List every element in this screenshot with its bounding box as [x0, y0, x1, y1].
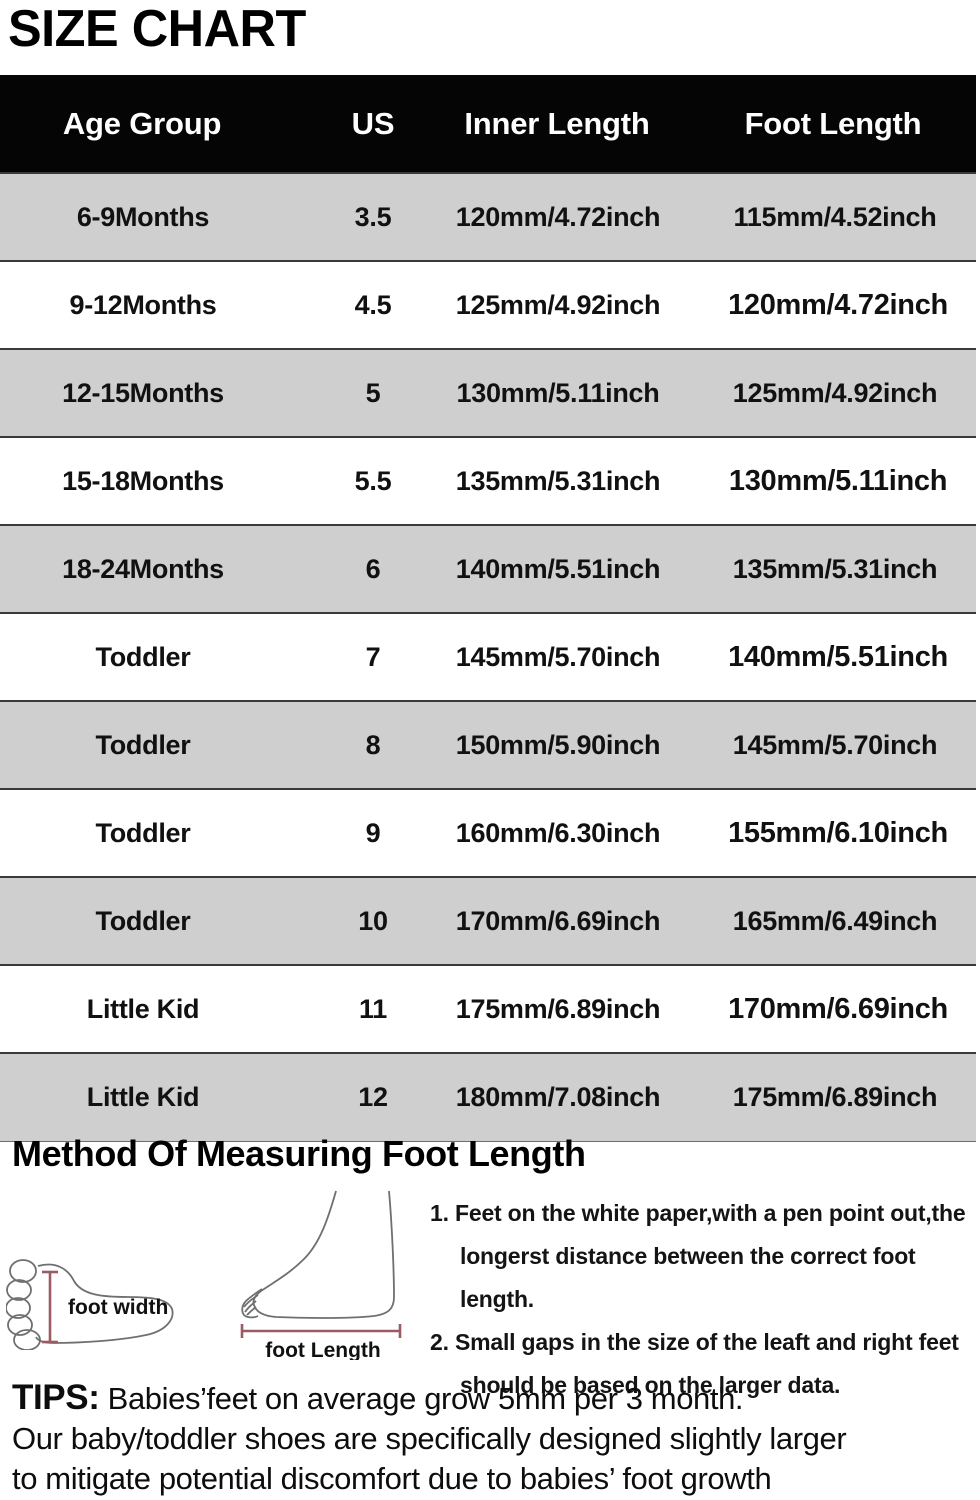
table-row: Toddler 10 170mm/6.69inch 165mm/6.49inch — [0, 876, 976, 966]
method-heading: Method Of Measuring Foot Length — [12, 1133, 586, 1174]
size-row-inner-length: 180mm/7.08inch — [420, 1052, 700, 1142]
size-row-inner-length: 150mm/5.90inch — [420, 700, 700, 790]
size-row-us: 5.5 — [330, 436, 420, 526]
foot-width-diagram: foot width — [6, 1259, 174, 1350]
size-row-age-group: 18-24Months — [0, 524, 330, 614]
toe-circle-3 — [6, 1297, 31, 1319]
table-row: Toddler 7 145mm/5.70inch 140mm/5.51inch — [0, 612, 976, 702]
size-row-age-group: 9-12Months — [0, 260, 330, 350]
toe-line-2 — [243, 1294, 259, 1308]
toe-line-4 — [246, 1306, 257, 1316]
size-row-inner-length: 135mm/5.31inch — [420, 436, 700, 526]
size-row-foot-length: 140mm/5.51inch — [700, 612, 976, 702]
tips-line-3: to mitigate potential discomfort due to … — [12, 1461, 772, 1496]
size-row-us: 4.5 — [330, 260, 420, 350]
table-row: 15-18Months 5.5 135mm/5.31inch 130mm/5.11in… — [0, 436, 976, 526]
size-row-foot-length: 165mm/6.49inch — [700, 876, 976, 966]
toe-circle-1 — [9, 1259, 37, 1283]
size-row-age-group: Little Kid — [0, 964, 330, 1054]
table-row: Toddler 8 150mm/5.90inch 145mm/5.70inch — [0, 700, 976, 790]
size-row-us: 8 — [330, 700, 420, 790]
size-row-inner-length: 125mm/4.92inch — [420, 260, 700, 350]
size-row-us: 11 — [330, 964, 420, 1054]
foot-width-label: foot width — [68, 1296, 168, 1319]
measuring-instructions: 1. Feet on the white paper,with a pen po… — [430, 1192, 975, 1407]
size-row-foot-length: 115mm/4.52inch — [700, 172, 976, 262]
instruction-item: 1. Feet on the white paper,with a pen po… — [430, 1192, 975, 1235]
foot-length-arrow — [240, 1324, 402, 1338]
size-row-age-group: Toddler — [0, 700, 330, 790]
size-row-inner-length: 160mm/6.30inch — [420, 788, 700, 878]
size-row-us: 12 — [330, 1052, 420, 1142]
instruction-number: 1. — [430, 1200, 449, 1226]
table-row: 12-15Months 5 130mm/5.11inch 125mm/4.92inch — [0, 348, 976, 438]
table-row: 6-9Months 3.5 120mm/4.72inch 115mm/4.52inch — [0, 172, 976, 262]
size-row-us: 6 — [330, 524, 420, 614]
size-row-inner-length: 145mm/5.70inch — [420, 612, 700, 702]
size-row-us: 10 — [330, 876, 420, 966]
table-header: Age Group US Inner Length Foot Length — [0, 75, 976, 173]
table-header-row: Age Group US Inner Length Foot Length — [0, 75, 976, 173]
toe-tip — [241, 1300, 259, 1319]
page-title: SIZE CHART — [8, 0, 306, 58]
size-row-age-group: Toddler — [0, 612, 330, 702]
foot-length-diagram: foot Length — [240, 1190, 402, 1360]
foot-width-arrow — [42, 1270, 58, 1344]
column-header-foot-length: Foot Length — [700, 75, 976, 173]
tips-block: TIPS: Babies’feet on average grow 5mm pe… — [12, 1378, 972, 1499]
size-row-inner-length: 170mm/6.69inch — [420, 876, 700, 966]
size-row-inner-length: 130mm/5.11inch — [420, 348, 700, 438]
toe-line-1 — [245, 1288, 263, 1302]
tips-text-1: Babies’feet on average grow 5mm per 3 mo… — [107, 1381, 744, 1416]
instruction-number: 2. — [430, 1329, 449, 1355]
foot-outline-side — [252, 1190, 395, 1319]
tips-label: TIPS: — [12, 1378, 100, 1417]
size-row-inner-length: 140mm/5.51inch — [420, 524, 700, 614]
instruction-line-2: longerst distance between the correct fo… — [460, 1243, 916, 1312]
toe-circle-4 — [7, 1314, 33, 1336]
table-row: Little Kid 12 180mm/7.08inch 175mm/6.89inch — [0, 1052, 976, 1142]
instruction-line-2: should be based on the larger data. — [460, 1372, 841, 1398]
size-row-foot-length: 125mm/4.92inch — [700, 348, 976, 438]
size-row-inner-length: 120mm/4.72inch — [420, 172, 700, 262]
table-row: Little Kid 11 175mm/6.89inch 170mm/6.69inch — [0, 964, 976, 1054]
foot-length-label: foot Length — [265, 1339, 380, 1360]
size-row-foot-length: 175mm/6.89inch — [700, 1052, 976, 1142]
instruction-line-1: Small gaps in the size of the leaft and … — [455, 1329, 959, 1355]
size-row-age-group: 15-18Months — [0, 436, 330, 526]
tips-line-1: TIPS: Babies’feet on average grow 5mm pe… — [12, 1378, 972, 1419]
table-row: 9-12Months 4.5 125mm/4.92inch 120mm/4.72inc… — [0, 260, 976, 350]
size-row-age-group: 6-9Months — [0, 172, 330, 262]
toe-circle-2 — [6, 1279, 32, 1301]
size-row-age-group: 12-15Months — [0, 348, 330, 438]
instruction-item: 2. Small gaps in the size of the leaft a… — [430, 1321, 975, 1364]
column-header-age-group: Age Group — [0, 75, 330, 173]
column-header-us: US — [330, 75, 420, 173]
size-row-us: 3.5 — [330, 172, 420, 262]
size-row-foot-length: 155mm/6.10inch — [700, 788, 976, 878]
size-row-foot-length: 120mm/4.72inch — [700, 260, 976, 350]
size-row-foot-length: 170mm/6.69inch — [700, 964, 976, 1054]
size-row-foot-length: 145mm/5.70inch — [700, 700, 976, 790]
instruction-line-1: Feet on the white paper,with a pen point… — [455, 1200, 966, 1226]
size-row-inner-length: 175mm/6.89inch — [420, 964, 700, 1054]
table-row: Toddler 9 160mm/6.30inch 155mm/6.10inch — [0, 788, 976, 878]
size-row-us: 7 — [330, 612, 420, 702]
size-row-age-group: Toddler — [0, 788, 330, 878]
toe-line-3 — [244, 1300, 257, 1313]
size-row-us: 9 — [330, 788, 420, 878]
tips-line-2: Our baby/toddler shoes are specifically … — [12, 1421, 847, 1456]
column-header-inner-length: Inner Length — [420, 75, 700, 173]
table-row: 18-24Months 6 140mm/5.51inch 135mm/5.31inch — [0, 524, 976, 614]
table-body: 6-9Months 3.5 120mm/4.72inch 115mm/4.52inch… — [0, 172, 976, 1142]
size-row-age-group: Little Kid — [0, 1052, 330, 1142]
size-row-age-group: Toddler — [0, 876, 330, 966]
size-row-foot-length: 130mm/5.11inch — [700, 436, 976, 526]
size-row-us: 5 — [330, 348, 420, 438]
size-chart-table: Age Group US Inner Length Foot Length 6-… — [0, 75, 976, 1142]
size-row-foot-length: 135mm/5.31inch — [700, 524, 976, 614]
